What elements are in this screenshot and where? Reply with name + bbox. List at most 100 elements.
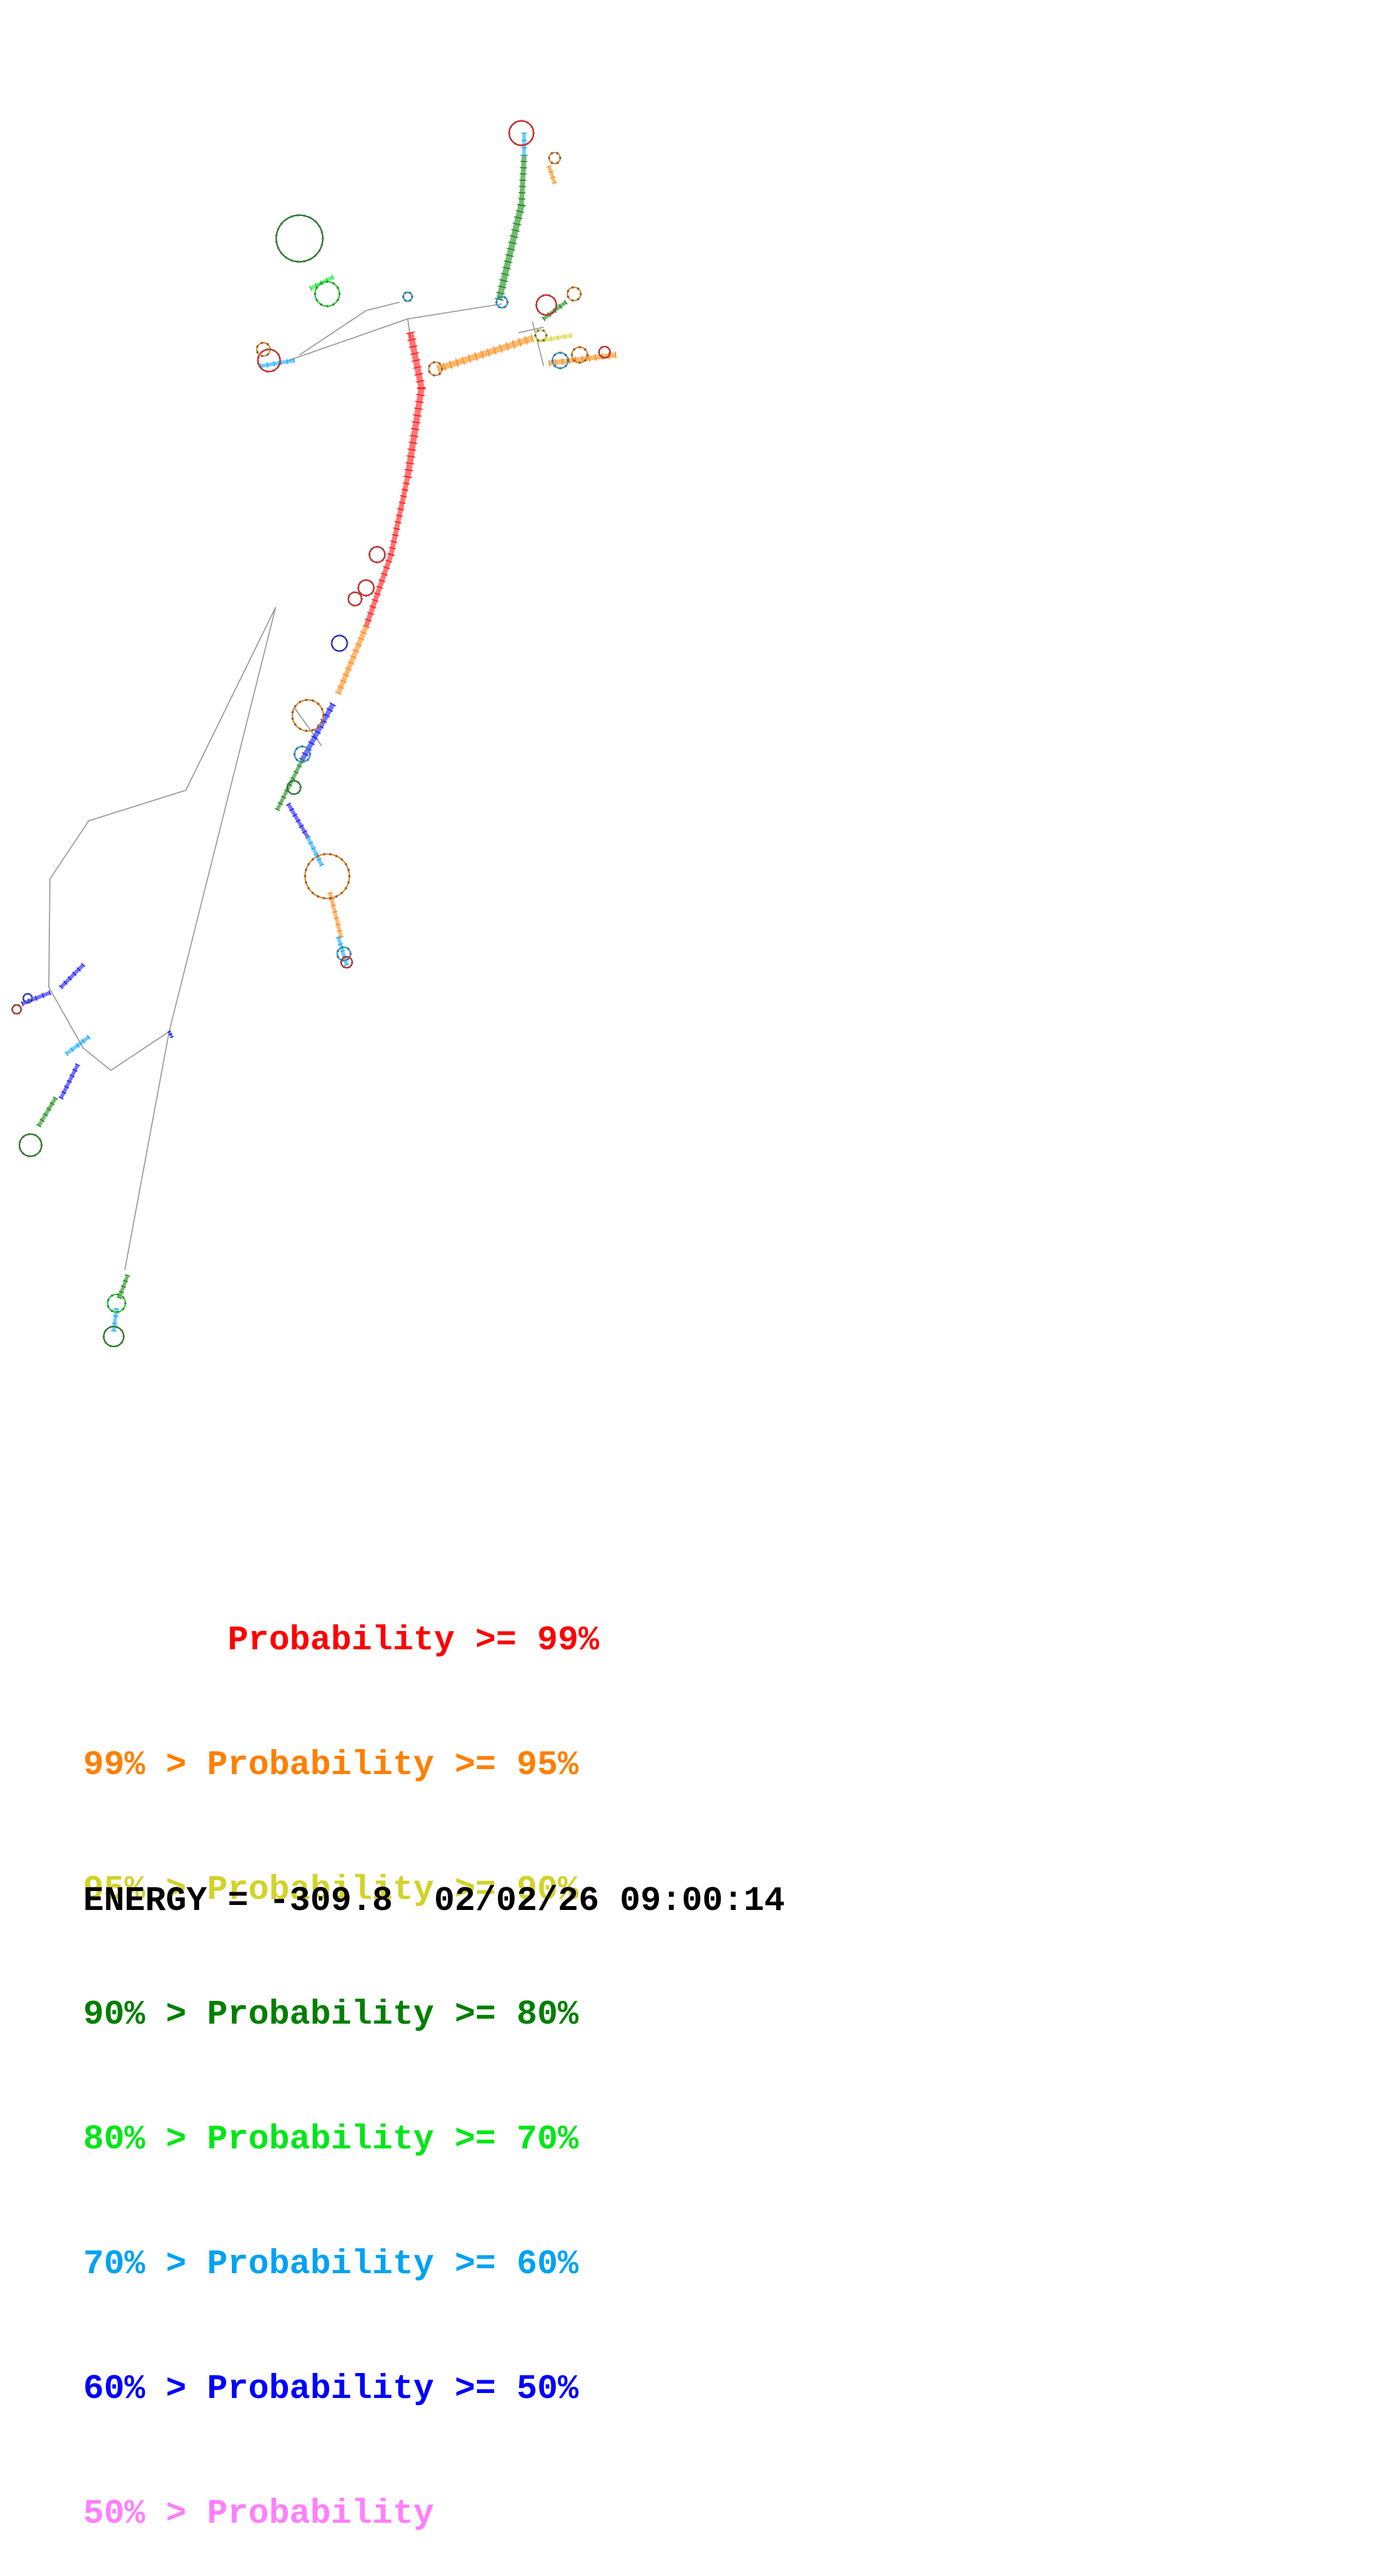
base-pair bbox=[415, 400, 424, 403]
legend-row-below-50: 50% > Probability bbox=[83, 2494, 434, 2533]
base-pair bbox=[329, 898, 334, 901]
nucleotide bbox=[343, 647, 347, 651]
backbone-segment bbox=[518, 327, 544, 333]
nucleotide bbox=[305, 729, 308, 733]
base-pair bbox=[289, 807, 295, 812]
legend-row-70: 80% > Probability >= 70% bbox=[83, 2120, 579, 2159]
nucleotide bbox=[606, 346, 609, 349]
nucleotide bbox=[277, 365, 280, 368]
nucleotide bbox=[534, 334, 537, 337]
base-pair bbox=[486, 348, 490, 357]
nucleotide bbox=[122, 1308, 125, 1310]
base-pair bbox=[21, 1001, 24, 1007]
nucleotide bbox=[303, 875, 307, 878]
helix-stem bbox=[328, 892, 343, 938]
base-pair bbox=[334, 691, 342, 695]
nucleotide bbox=[559, 351, 562, 354]
nucleotide bbox=[280, 252, 283, 255]
nucleotide bbox=[597, 350, 601, 354]
nucleotide bbox=[410, 295, 414, 298]
base-pair bbox=[332, 911, 338, 913]
nucleotide bbox=[28, 1000, 32, 1004]
base-pair bbox=[296, 819, 301, 823]
nucleotide bbox=[319, 303, 323, 306]
nucleotide bbox=[584, 359, 587, 362]
nucleotide bbox=[315, 286, 318, 289]
base-pair bbox=[319, 863, 324, 867]
base-pair bbox=[499, 279, 508, 282]
base-pair bbox=[495, 298, 504, 301]
nucleotide bbox=[600, 355, 603, 358]
nucleotide bbox=[109, 1325, 112, 1329]
helix-stem bbox=[437, 335, 534, 372]
base-pair bbox=[550, 336, 552, 342]
nucleotide bbox=[317, 725, 319, 729]
nucleotide bbox=[317, 702, 319, 705]
nucleotide bbox=[542, 339, 545, 342]
nucleotide bbox=[272, 349, 275, 352]
nucleotide bbox=[340, 892, 343, 895]
base-pair bbox=[550, 176, 556, 179]
nucleotide bbox=[556, 161, 559, 164]
backbone-segment bbox=[124, 1031, 170, 1271]
nucleotide bbox=[571, 299, 574, 302]
base-pair bbox=[395, 514, 403, 517]
base-pair bbox=[398, 501, 406, 504]
base-pair bbox=[298, 824, 304, 829]
nucleotide bbox=[506, 301, 509, 304]
nucleotide bbox=[542, 313, 545, 316]
base-pair bbox=[36, 1124, 42, 1128]
nucleotide bbox=[115, 1344, 118, 1348]
base-pair bbox=[387, 553, 395, 556]
nucleotide bbox=[109, 1344, 112, 1348]
nucleotide bbox=[272, 369, 275, 372]
nucleotide bbox=[285, 218, 287, 221]
nucleotide bbox=[577, 298, 580, 301]
nucleotide bbox=[556, 152, 559, 155]
base-pair bbox=[372, 598, 379, 602]
base-pair bbox=[514, 216, 523, 220]
hairpin-loop bbox=[508, 120, 535, 146]
nucleotide bbox=[364, 578, 368, 582]
base-pair bbox=[323, 713, 330, 718]
nucleotide bbox=[348, 966, 351, 968]
nucleotide bbox=[352, 591, 355, 594]
nucleotide bbox=[297, 791, 300, 794]
base-pair bbox=[68, 976, 72, 980]
base-pair bbox=[49, 1101, 55, 1106]
base-pair bbox=[119, 1290, 124, 1294]
base-pair bbox=[309, 286, 312, 291]
nucleotide bbox=[34, 1154, 37, 1157]
base-pair bbox=[520, 167, 527, 169]
nucleotide bbox=[277, 228, 280, 231]
nucleotide bbox=[357, 586, 360, 590]
nucleotide bbox=[311, 892, 314, 895]
nucleotide bbox=[542, 294, 545, 297]
nucleotide bbox=[120, 1329, 123, 1332]
base-pair bbox=[81, 1039, 85, 1044]
nucleotide bbox=[110, 1309, 114, 1313]
nucleotide bbox=[347, 868, 350, 871]
helix-stem bbox=[260, 358, 295, 368]
backbone-segment bbox=[169, 607, 276, 1032]
nucleotide bbox=[332, 303, 335, 306]
helix-stem bbox=[59, 963, 85, 989]
nucleotide bbox=[307, 863, 310, 866]
energy-timestamp: ENERGY = -309.8 02/02/26 09:00:14 bbox=[83, 1881, 785, 1920]
nucleotide bbox=[332, 647, 336, 651]
base-pair bbox=[331, 275, 334, 280]
nucleotide bbox=[295, 747, 298, 750]
base-pair bbox=[313, 852, 319, 856]
nucleotide bbox=[11, 1008, 14, 1011]
nucleotide bbox=[370, 547, 373, 551]
nucleotide bbox=[553, 298, 556, 301]
nucleotide bbox=[291, 792, 294, 795]
base-pair bbox=[81, 963, 85, 967]
base-pair bbox=[480, 350, 484, 359]
nucleotide bbox=[321, 231, 323, 233]
nucleotide bbox=[572, 359, 576, 362]
nucleotide bbox=[40, 1144, 43, 1147]
nucleotide bbox=[294, 705, 297, 708]
base-pair bbox=[362, 624, 370, 629]
nucleotide bbox=[303, 214, 306, 217]
